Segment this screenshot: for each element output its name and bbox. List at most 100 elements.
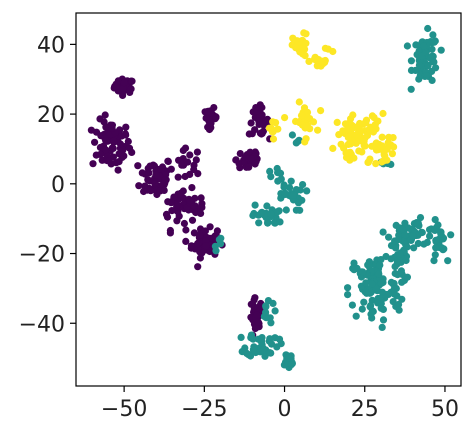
data-point [178, 161, 186, 169]
data-point [383, 145, 391, 153]
data-point [119, 84, 127, 92]
data-point [274, 177, 282, 185]
data-point [192, 156, 200, 164]
data-point [431, 251, 439, 259]
data-point [305, 57, 313, 65]
data-point [91, 138, 99, 146]
data-point [105, 157, 113, 165]
data-point [108, 124, 116, 132]
data-point [377, 279, 385, 288]
data-point [186, 151, 194, 159]
data-point [391, 290, 399, 298]
data-point [428, 76, 436, 84]
data-point [356, 126, 364, 134]
data-point [182, 237, 190, 245]
data-point [391, 263, 399, 271]
data-point [272, 119, 280, 127]
data-point [170, 193, 178, 201]
data-point [422, 72, 431, 80]
data-point [190, 229, 198, 237]
data-point [347, 140, 355, 148]
data-point [110, 137, 118, 145]
data-point [96, 150, 104, 159]
data-point [160, 186, 168, 194]
data-point [269, 135, 278, 143]
data-point [390, 143, 398, 151]
data-point [273, 343, 281, 351]
data-point [379, 228, 387, 236]
data-point [174, 173, 182, 181]
data-point [429, 31, 437, 39]
data-point [274, 169, 282, 177]
data-point [298, 196, 306, 204]
data-point [287, 361, 295, 369]
data-point [300, 29, 308, 37]
data-point [288, 131, 296, 139]
data-point [267, 124, 275, 132]
data-point [253, 311, 261, 319]
data-point [350, 266, 358, 274]
data-point [258, 346, 266, 354]
data-point [424, 24, 432, 33]
y-tick-label: −40 [19, 312, 65, 337]
data-point [162, 210, 171, 218]
data-point [407, 85, 415, 93]
data-point [128, 77, 136, 85]
data-point [335, 131, 343, 139]
data-point [286, 184, 294, 192]
data-point [162, 171, 170, 179]
data-point [444, 257, 452, 265]
data-point [378, 158, 386, 166]
data-point [121, 130, 129, 138]
data-point [303, 187, 311, 195]
data-point [437, 46, 445, 54]
data-point [297, 111, 306, 120]
data-point [253, 107, 261, 115]
data-point [371, 121, 379, 129]
data-point [249, 211, 257, 220]
data-point [302, 135, 310, 143]
data-point [194, 240, 202, 248]
data-point [318, 57, 326, 65]
data-point [395, 300, 403, 309]
data-point [434, 221, 442, 229]
data-point [344, 291, 352, 299]
data-point [135, 182, 143, 190]
data-point [365, 263, 373, 271]
data-point [257, 209, 265, 217]
data-point [329, 144, 337, 152]
data-point [430, 257, 438, 265]
data-point [263, 202, 271, 210]
data-point [245, 163, 253, 171]
data-point [166, 229, 174, 237]
data-point [348, 301, 356, 309]
data-point [281, 114, 289, 122]
data-point [311, 55, 319, 64]
data-point [249, 335, 257, 343]
data-point [194, 263, 202, 271]
data-point [418, 228, 426, 237]
data-point [378, 133, 386, 141]
data-point [437, 230, 445, 238]
data-point [190, 165, 198, 174]
data-point [187, 242, 196, 250]
data-point [333, 118, 341, 126]
y-tick-label: 20 [37, 103, 65, 128]
data-point [213, 227, 221, 235]
data-point [127, 85, 135, 93]
series-0 [87, 75, 274, 339]
x-tick-label: 0 [278, 397, 292, 422]
data-point [414, 219, 422, 227]
data-point [342, 149, 350, 157]
data-point [410, 244, 418, 252]
data-point [267, 319, 275, 327]
x-tick-label: 25 [351, 397, 379, 422]
data-point [146, 162, 154, 170]
data-point [379, 109, 387, 118]
data-point [361, 142, 369, 150]
data-point [385, 233, 393, 241]
data-point [317, 107, 325, 115]
data-point [430, 38, 438, 46]
data-point [204, 107, 212, 115]
